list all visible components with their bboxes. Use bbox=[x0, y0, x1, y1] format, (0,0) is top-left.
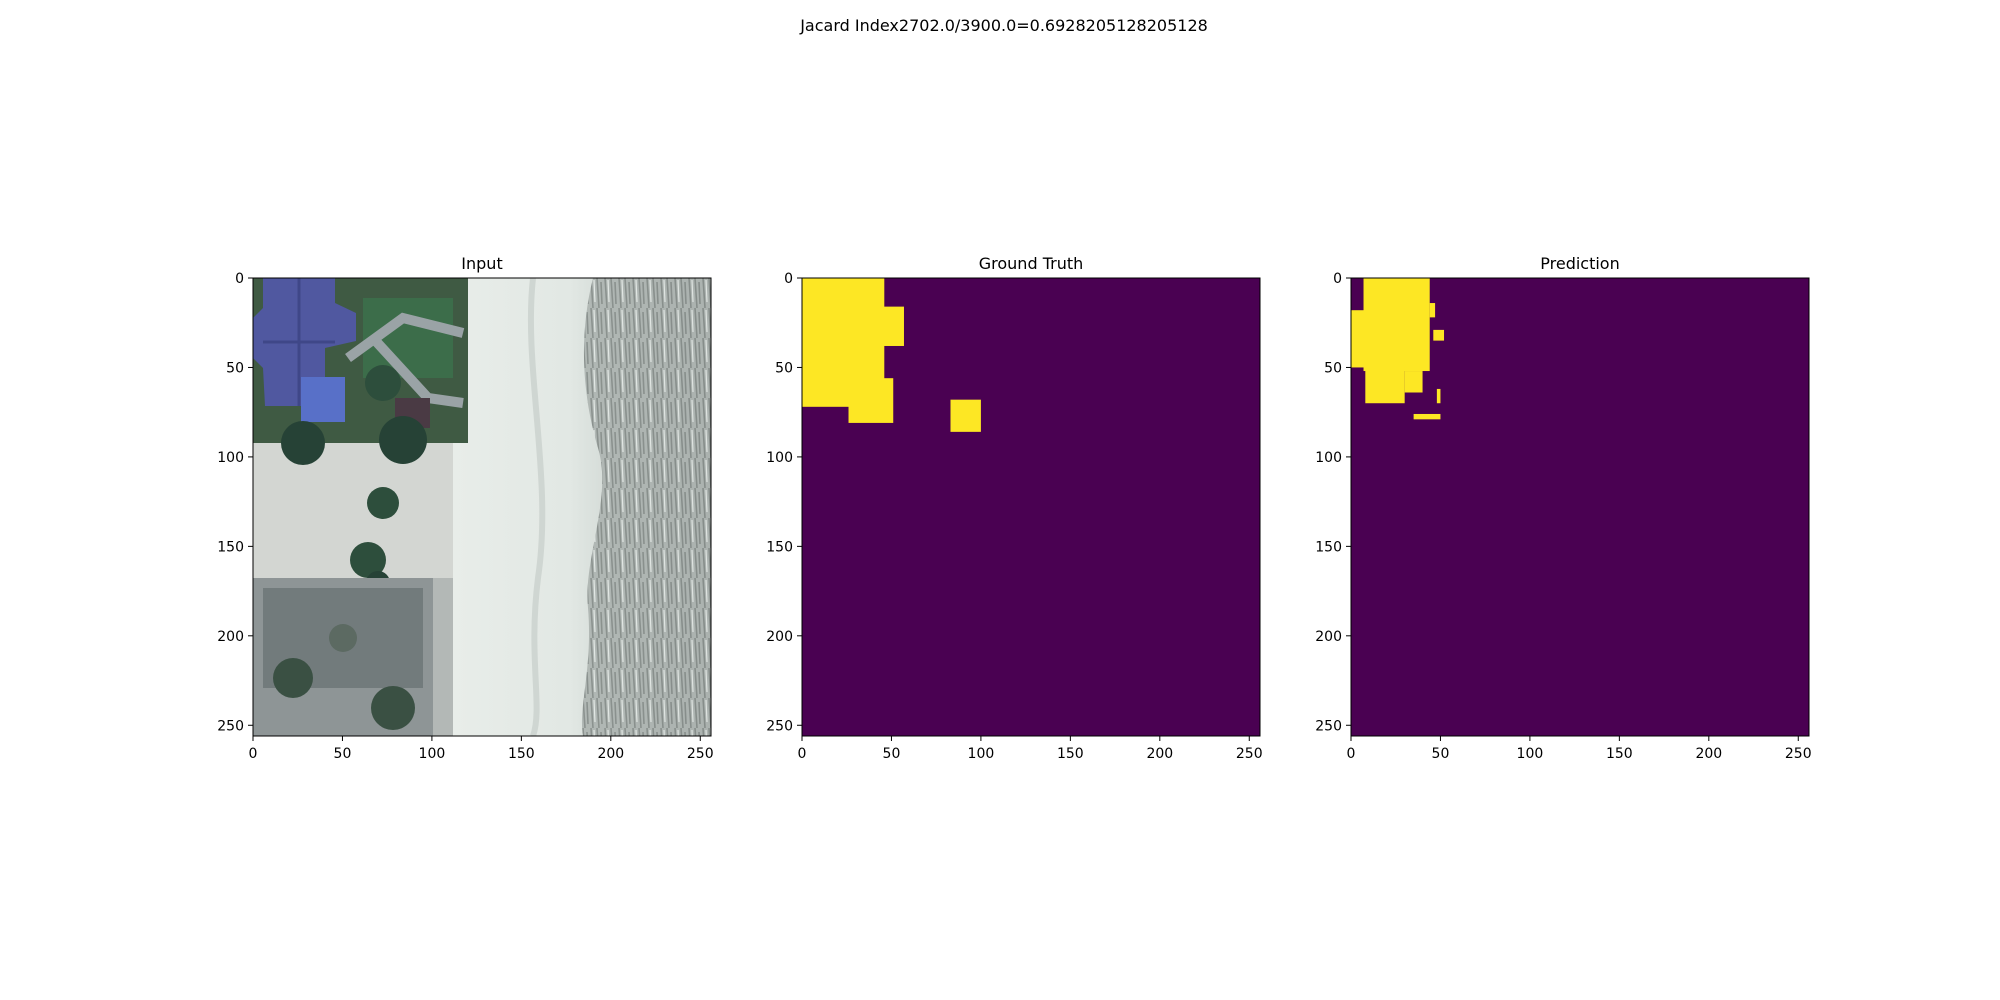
y-tick-label: 100 bbox=[1315, 450, 1342, 466]
mask-region bbox=[1413, 413, 1441, 420]
x-tick-label: 150 bbox=[1606, 746, 1633, 762]
y-tick-label: 200 bbox=[766, 629, 793, 645]
x-ticks: 0 50 100 150 200 250 bbox=[249, 736, 714, 762]
mask-region bbox=[1351, 310, 1366, 368]
mask-region bbox=[1365, 367, 1405, 404]
x-tick-label: 150 bbox=[508, 746, 535, 762]
mask-region bbox=[1363, 278, 1430, 372]
mask-region bbox=[848, 306, 904, 346]
x-tick-label: 0 bbox=[798, 746, 807, 762]
aerial-photo bbox=[253, 278, 711, 736]
y-tick-label: 250 bbox=[1315, 718, 1342, 734]
x-tick-label: 100 bbox=[419, 746, 446, 762]
x-tick-label: 50 bbox=[883, 746, 901, 762]
ground-truth-axes: Ground Truth 0 50 100 150 200 250 0 50 100 150 20… bbox=[766, 254, 1262, 762]
figure-suptitle: Jacard Index2702.0/3900.0=0.692820512820… bbox=[799, 16, 1208, 35]
axes-title: Ground Truth bbox=[979, 254, 1084, 273]
x-tick-label: 250 bbox=[1236, 746, 1263, 762]
x-ticks: 0 50 100 150 200 250 bbox=[798, 736, 1263, 762]
mask-image bbox=[802, 278, 1260, 736]
mask-region bbox=[1429, 303, 1436, 318]
y-tick-label: 250 bbox=[766, 718, 793, 734]
mask-region bbox=[1433, 329, 1445, 341]
y-tick-label: 150 bbox=[1315, 539, 1342, 555]
x-tick-label: 0 bbox=[1347, 746, 1356, 762]
x-ticks: 0 50 100 150 200 250 bbox=[1347, 736, 1812, 762]
mask-region bbox=[1404, 371, 1423, 393]
prediction-axes: Prediction 0 50 100 150 200 250 0 50 100 150 200 2… bbox=[1315, 254, 1811, 762]
x-tick-label: 0 bbox=[249, 746, 258, 762]
x-tick-label: 100 bbox=[968, 746, 995, 762]
y-tick-label: 100 bbox=[766, 450, 793, 466]
mask-region bbox=[1436, 388, 1441, 404]
y-tick-label: 200 bbox=[1315, 629, 1342, 645]
mask-image bbox=[1351, 278, 1809, 736]
x-tick-label: 250 bbox=[687, 746, 714, 762]
x-tick-label: 100 bbox=[1517, 746, 1544, 762]
y-tick-label: 50 bbox=[775, 360, 793, 376]
x-tick-label: 50 bbox=[334, 746, 352, 762]
y-tick-label: 150 bbox=[766, 539, 793, 555]
y-tick-label: 250 bbox=[217, 718, 244, 734]
y-ticks: 0 50 100 150 200 250 bbox=[766, 271, 802, 734]
y-tick-label: 50 bbox=[1324, 360, 1342, 376]
x-tick-label: 200 bbox=[1695, 746, 1722, 762]
x-tick-label: 200 bbox=[1146, 746, 1173, 762]
axes-title: Prediction bbox=[1540, 254, 1619, 273]
x-tick-label: 50 bbox=[1432, 746, 1450, 762]
y-ticks: 0 50 100 150 200 250 bbox=[1315, 271, 1351, 734]
y-tick-label: 0 bbox=[784, 271, 793, 287]
mask-region bbox=[950, 399, 981, 432]
axes-title: Input bbox=[461, 254, 502, 273]
input-axes: Input 0 50 100 150 200 250 0 50 100 150 200 250 bbox=[217, 254, 713, 762]
y-tick-label: 0 bbox=[235, 271, 244, 287]
x-tick-label: 250 bbox=[1785, 746, 1812, 762]
x-tick-label: 150 bbox=[1057, 746, 1084, 762]
y-tick-label: 100 bbox=[217, 450, 244, 466]
y-tick-label: 200 bbox=[217, 629, 244, 645]
y-tick-label: 0 bbox=[1333, 271, 1342, 287]
x-tick-label: 200 bbox=[597, 746, 624, 762]
y-ticks: 0 50 100 150 200 250 bbox=[217, 271, 253, 734]
y-tick-label: 150 bbox=[217, 539, 244, 555]
mask-region bbox=[848, 378, 894, 423]
y-tick-label: 50 bbox=[226, 360, 244, 376]
